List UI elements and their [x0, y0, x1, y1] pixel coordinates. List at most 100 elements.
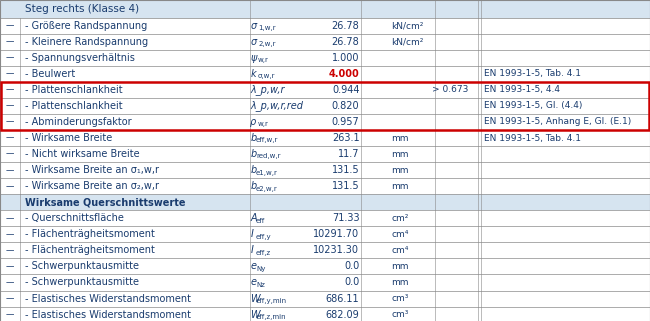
Text: - Querschnittsfläche: - Querschnittsfläche — [25, 213, 124, 223]
Text: e: e — [250, 261, 256, 272]
Text: EN 1993-1-5, 4.4: EN 1993-1-5, 4.4 — [484, 85, 560, 94]
Text: - Wirksame Breite an σ₂,w,r: - Wirksame Breite an σ₂,w,r — [25, 181, 159, 191]
Text: red,w,r: red,w,r — [256, 153, 281, 160]
Text: 26.78: 26.78 — [332, 21, 359, 31]
Text: 0.944: 0.944 — [332, 85, 359, 95]
Text: - Nicht wirksame Breite: - Nicht wirksame Breite — [25, 149, 139, 159]
Bar — [0, 50, 650, 66]
Text: e2,w,r: e2,w,r — [256, 186, 278, 192]
Text: - Flächenträgheitsmoment: - Flächenträgheitsmoment — [25, 245, 155, 256]
Text: 131.5: 131.5 — [332, 181, 359, 191]
Text: 26.78: 26.78 — [332, 37, 359, 47]
Text: λ_p,w,r: λ_p,w,r — [250, 84, 285, 95]
Text: b: b — [250, 165, 257, 175]
Text: W: W — [250, 309, 260, 320]
Text: 10291.70: 10291.70 — [313, 229, 359, 239]
Text: —: — — [6, 246, 14, 255]
Bar — [1, 82, 649, 130]
Text: 1,w,r: 1,w,r — [258, 25, 276, 31]
Text: σ: σ — [250, 21, 256, 31]
Text: —: — — [6, 262, 14, 271]
Bar — [0, 178, 650, 194]
Bar — [0, 130, 650, 146]
Text: - Flächenträgheitsmoment: - Flächenträgheitsmoment — [25, 229, 155, 239]
Bar — [0, 194, 650, 210]
Bar — [0, 242, 650, 258]
Text: eff,y: eff,y — [256, 234, 272, 240]
Text: - Spannungsverhältnis: - Spannungsverhältnis — [25, 53, 135, 63]
Bar — [0, 0, 650, 18]
Text: —: — — [6, 294, 14, 303]
Text: k: k — [250, 69, 256, 79]
Text: 4.000: 4.000 — [329, 69, 359, 79]
Text: —: — — [6, 214, 14, 223]
Text: —: — — [6, 101, 14, 110]
Bar — [0, 34, 650, 50]
Text: 10231.30: 10231.30 — [313, 245, 359, 256]
Bar — [0, 0, 20, 18]
Bar — [0, 162, 650, 178]
Text: —: — — [6, 310, 14, 319]
Text: eff,z: eff,z — [256, 250, 271, 256]
Text: - Plattenschlankheit: - Plattenschlankheit — [25, 85, 122, 95]
Text: b: b — [250, 181, 257, 191]
Text: —: — — [6, 21, 14, 30]
Text: b: b — [250, 149, 257, 159]
Text: cm²: cm² — [391, 214, 409, 223]
Text: b: b — [250, 133, 257, 143]
Text: - Kleinere Randspannung: - Kleinere Randspannung — [25, 37, 148, 47]
Bar — [0, 82, 650, 98]
Text: —: — — [6, 134, 14, 143]
Bar — [0, 114, 650, 130]
Bar — [0, 258, 650, 274]
Text: 71.33: 71.33 — [332, 213, 359, 223]
Text: A: A — [250, 213, 257, 223]
Text: ψ: ψ — [250, 53, 257, 63]
Text: 0.0: 0.0 — [344, 277, 359, 288]
Text: —: — — [6, 166, 14, 175]
Text: 0.957: 0.957 — [332, 117, 359, 127]
Text: - Wirksame Breite: - Wirksame Breite — [25, 133, 112, 143]
Text: Wirksame Querschnittswerte: Wirksame Querschnittswerte — [25, 197, 185, 207]
Text: - Abminderungsfaktor: - Abminderungsfaktor — [25, 117, 131, 127]
Text: 686.11: 686.11 — [326, 293, 359, 304]
Text: I: I — [250, 245, 253, 256]
Text: EN 1993-1-5, Tab. 4.1: EN 1993-1-5, Tab. 4.1 — [484, 69, 581, 78]
Text: eff,w,r: eff,w,r — [256, 137, 278, 143]
Bar — [0, 274, 650, 291]
Text: EN 1993-1-5, Tab. 4.1: EN 1993-1-5, Tab. 4.1 — [484, 134, 581, 143]
Text: - Schwerpunktausmitte: - Schwerpunktausmitte — [25, 277, 138, 288]
Text: kN/cm²: kN/cm² — [391, 21, 424, 30]
Bar — [0, 98, 650, 114]
Text: mm: mm — [391, 134, 409, 143]
Text: —: — — [6, 69, 14, 78]
Bar — [0, 291, 650, 307]
Text: cm⁴: cm⁴ — [391, 230, 409, 239]
Text: - Größere Randspannung: - Größere Randspannung — [25, 21, 147, 31]
Bar — [0, 66, 650, 82]
Bar — [0, 146, 650, 162]
Text: w,r: w,r — [258, 57, 269, 63]
Bar — [0, 226, 650, 242]
Text: - Beulwert: - Beulwert — [25, 69, 75, 79]
Text: cm³: cm³ — [391, 310, 409, 319]
Text: w,r: w,r — [258, 121, 269, 127]
Text: —: — — [6, 37, 14, 46]
Text: - Wirksame Breite an σ₁,w,r: - Wirksame Breite an σ₁,w,r — [25, 165, 159, 175]
Text: kN/cm²: kN/cm² — [391, 37, 424, 46]
Text: mm: mm — [391, 278, 409, 287]
Text: EN 1993-1-5, Anhang E, Gl. (E.1): EN 1993-1-5, Anhang E, Gl. (E.1) — [484, 117, 632, 126]
Text: Nz: Nz — [256, 282, 265, 288]
Text: I: I — [250, 229, 253, 239]
Text: 11.7: 11.7 — [338, 149, 359, 159]
Bar — [0, 307, 650, 321]
Text: 682.09: 682.09 — [326, 309, 359, 320]
Text: ρ: ρ — [250, 117, 257, 127]
Bar — [0, 210, 650, 226]
Text: 263.1: 263.1 — [332, 133, 359, 143]
Text: mm: mm — [391, 150, 409, 159]
Text: - Plattenschlankheit: - Plattenschlankheit — [25, 101, 122, 111]
Text: 131.5: 131.5 — [332, 165, 359, 175]
Text: —: — — [6, 230, 14, 239]
Text: e: e — [250, 277, 256, 288]
